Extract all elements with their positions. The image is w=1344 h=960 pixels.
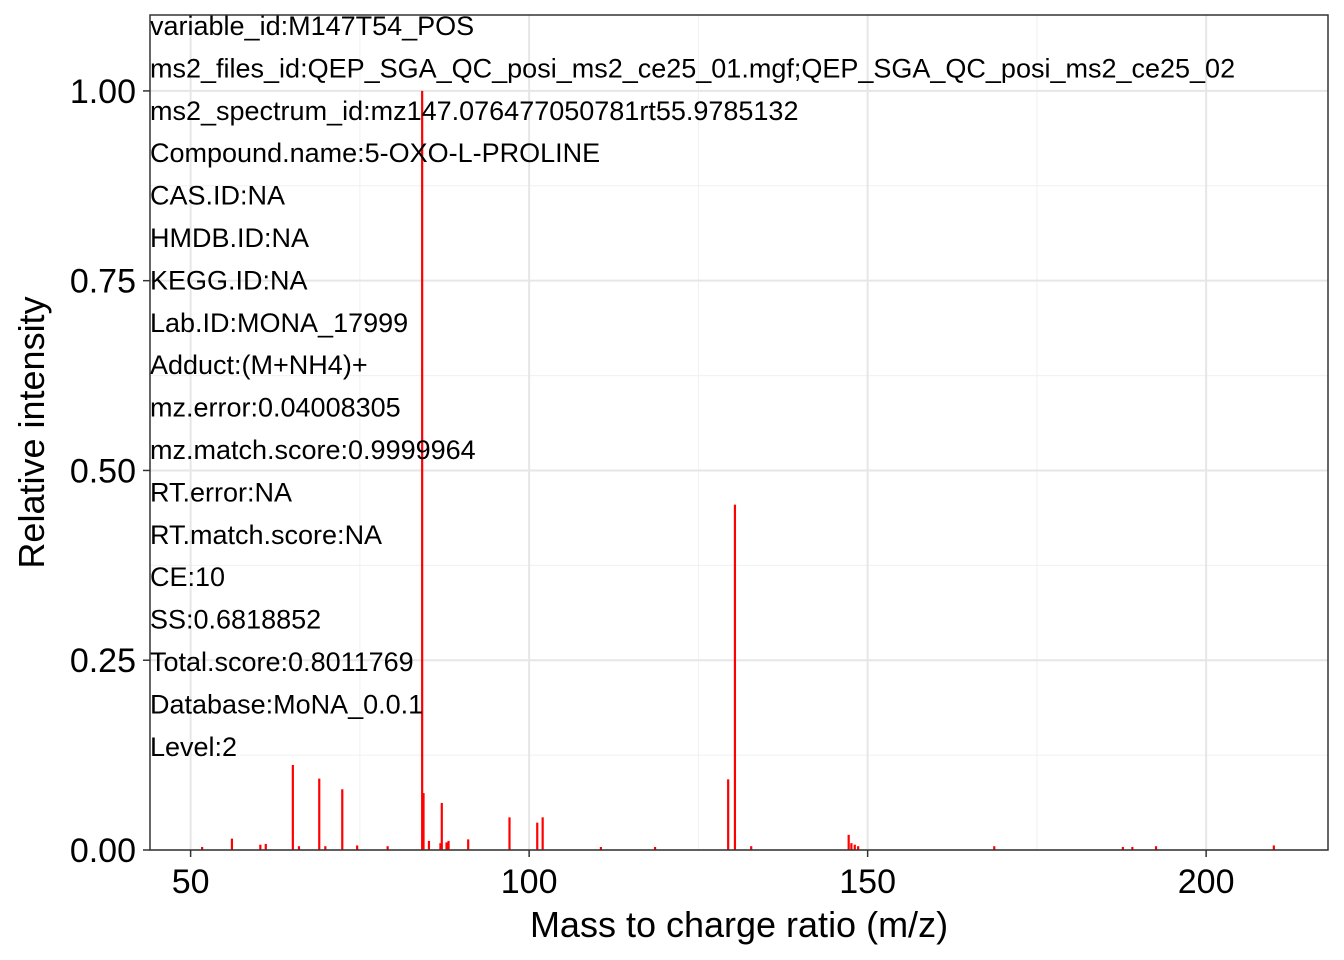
y-tick-label: 0.50 (70, 452, 136, 490)
annotation-line: Compound.name:5-OXO-L-PROLINE (150, 138, 600, 168)
annotation-line: CAS.ID:NA (150, 181, 285, 211)
y-tick-label: 0.25 (70, 642, 136, 680)
y-tick-label: 1.00 (70, 73, 136, 111)
annotation-line: Lab.ID:MONA_17999 (150, 308, 408, 338)
annotation-line: mz.match.score:0.9999964 (150, 435, 476, 465)
annotation-block: variable_id:M147T54_POS ms2_files_id:QEP_… (150, 11, 1235, 762)
y-axis-title: Relative intensity (11, 296, 52, 568)
spectrum-bars (201, 90, 1275, 850)
annotation-line: RT.match.score:NA (150, 520, 382, 550)
annotation-line: variable_id:M147T54_POS (150, 11, 474, 41)
x-tick-label: 150 (839, 863, 896, 901)
annotation-line: RT.error:NA (150, 477, 292, 507)
y-tick-label: 0.75 (70, 263, 136, 301)
x-tick-label: 200 (1178, 863, 1235, 901)
annotation-line: HMDB.ID:NA (150, 223, 309, 253)
x-tick-label: 50 (172, 863, 210, 901)
annotation-line: ms2_spectrum_id:mz147.076477050781rt55.9… (150, 96, 798, 126)
panel-border (149, 14, 1329, 851)
annotation-line: Adduct:(M+NH4)+ (150, 350, 368, 380)
annotation-line: Level:2 (150, 732, 237, 762)
x-tick-label: 100 (501, 863, 558, 901)
annotation-line: Total.score:0.8011769 (150, 647, 414, 677)
annotation-line: ms2_files_id:QEP_SGA_QC_posi_ms2_ce25_01… (150, 53, 1235, 83)
y-tick-label: 0.00 (70, 832, 136, 870)
grid-lines (150, 15, 1328, 851)
annotation-line: KEGG.ID:NA (150, 265, 308, 295)
annotation-line: Database:MoNA_0.0.1 (150, 689, 423, 719)
axes: 50 100 150 200 0.00 0.25 0.50 0.75 1.00 (70, 73, 1235, 901)
annotation-line: mz.error:0.04008305 (150, 393, 401, 423)
x-axis-title: Mass to charge ratio (m/z) (530, 904, 948, 945)
annotation-line: CE:10 (150, 562, 225, 592)
annotation-line: SS:0.6818852 (150, 605, 321, 635)
